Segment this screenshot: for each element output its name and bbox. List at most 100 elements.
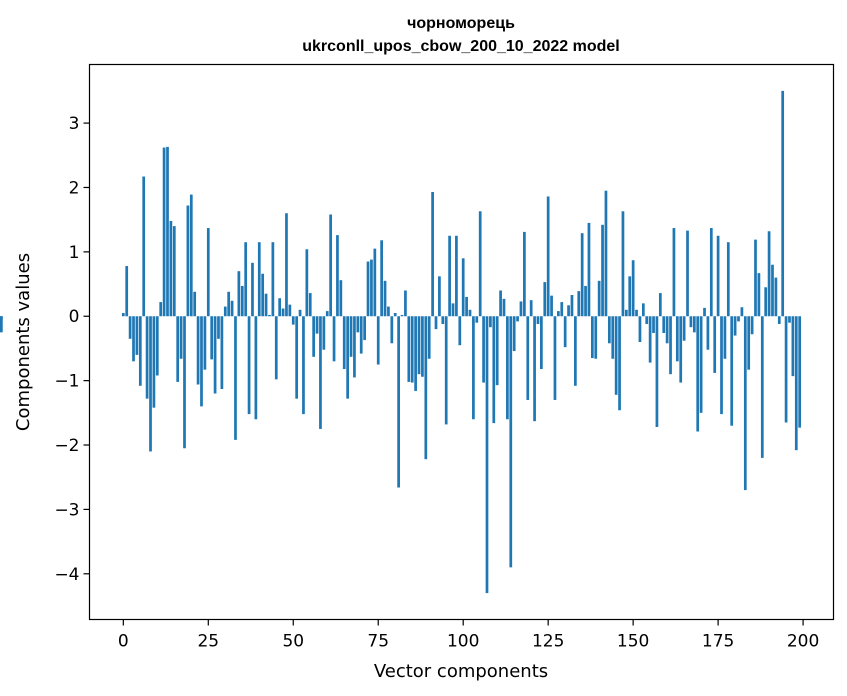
bar [220,316,224,390]
bar [794,316,798,451]
bar [546,196,550,317]
bar [560,302,564,317]
bar [662,316,666,333]
bar [492,316,496,424]
y-tick-label: 0 [69,307,80,327]
bar [692,316,696,333]
bar [502,298,506,317]
bar [302,316,305,415]
y-tick-label: −2 [54,436,79,456]
bar [427,316,431,359]
bar [254,316,258,420]
bar [400,314,404,317]
bar [404,290,407,317]
bar [376,316,380,365]
bar [543,282,547,317]
bar [138,316,142,386]
bar [533,316,536,422]
bar [431,191,434,317]
bar [689,316,693,328]
bar [506,316,509,420]
x-axis-ticks: 0 25 50 75 100 125 150 175 200 [118,619,819,652]
bar [580,233,584,317]
bar [655,316,659,427]
x-tick-label: 75 [367,632,389,652]
bar [142,176,146,317]
y-axis-ticks: −4 −3 −2 −1 0 1 2 3 [54,114,90,585]
bar [261,273,265,317]
bar [370,259,373,317]
bar [278,298,282,317]
bar [577,291,581,317]
y-tick-label: 2 [69,178,80,198]
y-tick-label: 1 [69,243,80,263]
bar [675,316,679,362]
bar [540,316,543,370]
bar [291,316,295,325]
bar [421,316,424,377]
bar [179,316,183,359]
bar [740,307,744,317]
bar [121,313,125,317]
y-tick-label: −1 [54,372,79,392]
bar [777,316,781,324]
bar [451,303,455,317]
bar [482,316,485,383]
bar [193,291,197,317]
bar [658,293,662,317]
bar [638,316,642,342]
bar [159,302,163,317]
bar [149,316,152,452]
bar [771,264,774,317]
bar [213,316,217,394]
bar [189,194,193,317]
bar [281,308,285,317]
bar [162,147,166,317]
y-axis-label: Components values [13,253,34,431]
bar [417,316,421,375]
bar [308,293,312,317]
bar [587,222,591,317]
bar [495,316,499,386]
x-tick-label: 25 [197,632,219,652]
bar [512,316,516,352]
bar [125,266,129,317]
bar [743,316,747,491]
bar [383,280,387,317]
bar [574,316,577,386]
bar [523,231,526,317]
bar [387,306,390,317]
x-tick-label: 50 [282,632,304,652]
bar [781,90,785,317]
bar [550,295,553,317]
x-tick-label: 200 [787,632,819,652]
bar [315,316,319,334]
bar [631,260,635,317]
bar [336,235,339,317]
bar [155,316,159,376]
x-axis-label: Vector components [374,661,548,682]
bar [176,316,180,382]
bar [227,291,231,317]
bar [760,316,764,458]
bar [594,316,598,359]
bar [733,316,737,336]
bar [645,316,649,324]
bar [410,316,414,383]
bar [611,316,615,359]
bar [172,226,176,317]
bar [791,316,795,377]
bar [353,316,356,378]
bar [597,280,601,317]
bar [713,316,717,373]
bar [730,316,734,426]
bar [478,211,482,317]
bar [652,316,655,333]
bar [536,316,540,324]
bar [339,280,343,317]
bar [774,277,778,317]
bar [723,316,727,359]
bar [455,235,458,317]
bar [424,316,428,460]
bar [434,316,438,330]
